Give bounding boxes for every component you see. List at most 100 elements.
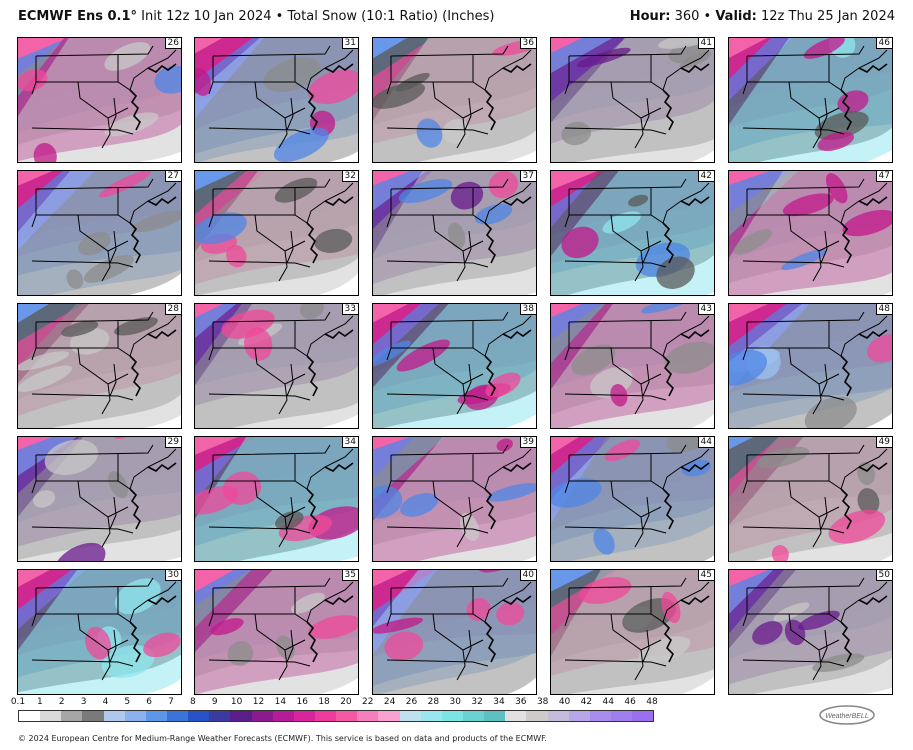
coastline [129,63,177,131]
legend-tick-label: 16 [296,697,308,707]
legend-tick-label: 36 [515,697,527,707]
legend-tick-label: 10 [230,697,243,707]
ensemble-member-map: 38 [372,303,537,429]
valid-time-info: Hour: 360 • Valid: 12z Thu 25 Jan 2024 [630,9,895,24]
coastline [306,595,354,663]
ensemble-member-map: 27 [17,170,182,296]
coastline [306,462,354,530]
coastline [662,462,710,530]
coastline [129,196,177,264]
ensemble-member-map: 44 [550,436,715,562]
snowfall-field [729,437,892,561]
member-number-label: 43 [697,304,714,315]
legend-ticks: 0.1 1 2 3 4 5 6 7 8 9 10 12 14 16 18 20 22 24 26 28 30 32 34 36… [11,697,658,709]
ensemble-member-map: 41 [550,37,715,163]
valid-value: 12z Thu 25 Jan 2024 [756,9,895,24]
snowfall-field [373,437,536,561]
member-number-label: 49 [875,437,892,448]
legend-color-swatch [610,711,633,721]
ensemble-member-map: 48 [728,303,893,429]
member-number-label: 28 [164,304,181,315]
member-number-label: 41 [697,38,714,49]
snowfall-field [373,304,536,428]
snowfall-field [729,304,892,428]
valid-label: Valid: [715,9,757,24]
ensemble-member-map: 35 [194,569,359,695]
coastline [484,196,532,264]
map-title: ECMWF Ens 0.1° Init 12z 10 Jan 2024 • To… [18,9,495,24]
snowfall-field [18,171,181,295]
legend-color-swatch [547,711,569,721]
member-number-label: 26 [164,38,181,49]
coastline [484,329,532,397]
legend-color-swatch [19,711,41,721]
legend-color-swatch [124,711,146,721]
model-name: ECMWF Ens 0.1 [18,9,131,24]
ensemble-member-map: 34 [194,436,359,562]
init-time: Init 12z 10 Jan 2024 [137,9,272,24]
legend-tick-label: 44 [602,697,614,707]
snowfall-field [195,570,358,694]
legend-color-swatch [505,711,527,721]
legend-color-swatch [441,711,463,721]
ensemble-member-map: 29 [17,436,182,562]
member-number-label: 34 [341,437,358,448]
legend-color-swatch [82,711,104,721]
ensemble-member-map: 43 [550,303,715,429]
snowfall-field [551,304,714,428]
ensemble-member-map: 33 [194,303,359,429]
coastline [662,329,710,397]
coastline [840,329,888,397]
legend-color-swatch [61,711,83,721]
product-name: Total Snow (10:1 Ratio) (Inches) [287,9,495,24]
legend-tick-label: 28 [427,697,440,707]
legend-color-swatch [209,711,231,721]
ensemble-member-map: 26 [17,37,182,163]
snowfall-field [195,437,358,561]
ensemble-member-grid: 26 31 36 41 46 27 32 37 42 47 28 33 38 43 48 29 34 39 44 49… [17,37,893,695]
snowfall-field [18,38,181,162]
legend-color-swatch [314,711,337,721]
member-number-label: 29 [164,437,181,448]
ensemble-member-map: 42 [550,170,715,296]
legend-tick-label: 38 [536,697,549,707]
coastline [306,329,354,397]
member-number-label: 50 [875,570,892,581]
snowfall-field [729,38,892,162]
ensemble-member-map: 30 [17,569,182,695]
legend-color-swatch [462,711,485,721]
legend-color-swatch [632,711,654,721]
member-number-label: 44 [697,437,714,448]
member-number-label: 42 [697,171,714,182]
legend-color-swatch [166,711,189,721]
header: ECMWF Ens 0.1° Init 12z 10 Jan 2024 • To… [0,0,913,30]
member-number-label: 32 [341,171,358,182]
member-number-label: 48 [875,304,892,315]
snowfall-field [373,570,536,694]
coastline [840,63,888,131]
legend-tick-label: 18 [318,697,330,707]
snowfall-field [195,171,358,295]
legend-color-swatch [103,711,125,721]
legend-tick-label: 24 [383,697,396,707]
legend-tick-label: 22 [362,697,374,707]
ensemble-member-map: 39 [372,436,537,562]
snowfall-field [18,570,181,694]
legend-tick-label: 9 [211,697,218,707]
title-separator-2: • [699,9,716,24]
member-number-label: 31 [341,38,358,49]
legend-tick-label: 4 [102,697,109,707]
legend-color-swatch [399,711,421,721]
legend-tick-label: 14 [274,697,287,707]
legend-colorbar [18,710,654,722]
coastline [129,329,177,397]
coastline [662,63,710,131]
legend-tick-label: 26 [405,697,418,707]
degree-symbol: ° [130,9,138,24]
ensemble-member-map: 49 [728,436,893,562]
snowfall-field [18,304,181,428]
ensemble-member-map: 36 [372,37,537,163]
member-number-label: 45 [697,570,714,581]
snowfall-field [373,38,536,162]
legend-tick-label: 0.1 [10,697,26,707]
